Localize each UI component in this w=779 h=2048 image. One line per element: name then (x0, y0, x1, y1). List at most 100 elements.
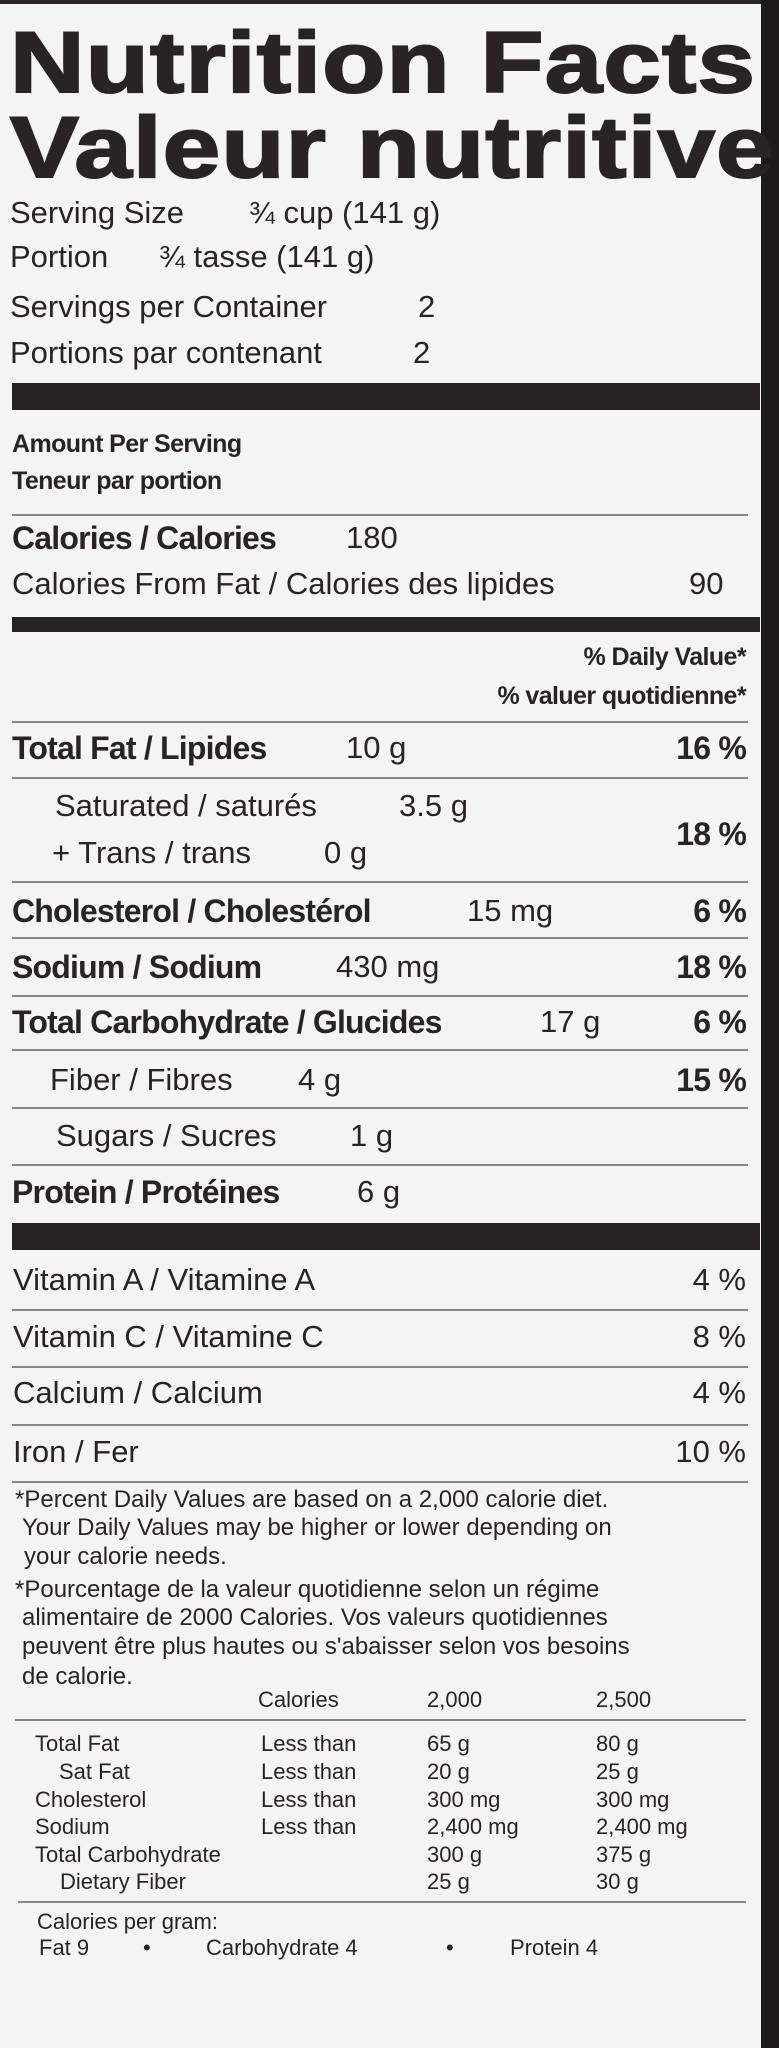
ref-row-qualifier: Less than (261, 1787, 357, 1812)
cholesterol-dv: 6 % (693, 893, 747, 929)
ref-row-2000: 25 g (427, 1869, 470, 1894)
sodium-amount: 430 mg (336, 949, 440, 984)
ref-row-2000: 300 mg (427, 1787, 501, 1812)
ref-header-2000: 2,000 (427, 1687, 483, 1712)
teneur-par-portion: Teneur par portion (12, 467, 222, 495)
saturated-fat-amount: 3.5 g (399, 788, 468, 823)
divider (12, 1366, 748, 1368)
fiber-label: Fiber / Fibres (50, 1062, 233, 1097)
ref-row-qualifier: Less than (261, 1759, 357, 1784)
servings-per-container-value: 2 (418, 289, 436, 324)
serving-size-value: ¾ cup (141 g) (249, 195, 441, 230)
footnote-en-line: *Percent Daily Values are based on a 2,0… (15, 1486, 609, 1513)
calcium-label: Calcium / Calcium (13, 1375, 263, 1410)
title-french: Valeur nutritive (9, 100, 775, 196)
divider (12, 1049, 748, 1051)
iron-dv: 10 % (675, 1434, 746, 1469)
footnote-en-line: your calorie needs. (24, 1543, 227, 1570)
calories-from-fat-value: 90 (689, 566, 724, 601)
ref-row-2000: 2,400 mg (427, 1814, 519, 1839)
fiber-amount: 4 g (298, 1062, 342, 1097)
saturated-fat-label: Saturated / saturés (55, 788, 317, 823)
label-right-border (761, 0, 779, 2048)
thick-divider (12, 383, 760, 410)
calories-label: Calories / Calories (12, 520, 277, 556)
portion-value: ¾ tasse (141 g) (159, 239, 375, 274)
daily-value-header-fr: % valuer quotidienne* (497, 682, 746, 710)
ref-row-2500: 80 g (596, 1731, 639, 1756)
carbohydrate-dv: 6 % (693, 1004, 747, 1040)
sugars-label: Sugars / Sucres (56, 1118, 277, 1153)
sodium-dv: 18 % (676, 949, 747, 985)
divider (12, 1107, 748, 1109)
divider (12, 995, 748, 997)
bullet-icon: • (143, 1935, 151, 1960)
ref-row-qualifier: Less than (261, 1731, 357, 1756)
ref-row-qualifier: Less than (261, 1814, 357, 1839)
ref-row-name: Sodium (35, 1814, 110, 1839)
iron-label: Iron / Fer (13, 1434, 139, 1469)
medium-divider (12, 617, 760, 632)
calories-per-gram-fat: Fat 9 (39, 1935, 90, 1960)
ref-row-2500: 25 g (596, 1759, 639, 1784)
footnote-fr-line: *Pourcentage de la valeur quotidienne se… (15, 1576, 600, 1603)
ref-row-2500: 2,400 mg (596, 1814, 688, 1839)
footnote-en-line: Your Daily Values may be higher or lower… (22, 1514, 612, 1541)
ref-header-calories: Calories (258, 1687, 339, 1712)
daily-value-header-en: % Daily Value* (583, 643, 746, 671)
portion-label: Portion (10, 239, 109, 274)
title-english: Nutrition Facts (9, 15, 757, 111)
total-fat-label: Total Fat / Lipides (12, 730, 267, 766)
sodium-label: Sodium / Sodium (12, 949, 262, 985)
divider (12, 721, 748, 723)
divider (12, 1164, 748, 1166)
ref-row-name: Dietary Fiber (60, 1869, 186, 1894)
bullet-icon: • (446, 1935, 454, 1960)
footnote-fr-line: peuvent être plus hautes ou s'abaisser s… (22, 1633, 630, 1660)
calcium-dv: 4 % (692, 1375, 746, 1410)
ref-row-name: Cholesterol (35, 1787, 147, 1812)
divider (12, 1481, 748, 1483)
carbohydrate-label: Total Carbohydrate / Glucides (12, 1004, 442, 1040)
calories-from-fat-label: Calories From Fat / Calories des lipides (12, 566, 555, 601)
protein-amount: 6 g (357, 1174, 401, 1209)
ref-row-2500: 300 mg (596, 1787, 670, 1812)
ref-row-2500: 30 g (596, 1869, 639, 1894)
ref-row-name: Sat Fat (59, 1759, 130, 1784)
footnote-fr-line: de calorie. (22, 1663, 133, 1690)
fiber-dv: 15 % (676, 1062, 747, 1098)
ref-row-2000: 20 g (427, 1759, 470, 1784)
ref-row-2000: 300 g (427, 1842, 483, 1867)
divider (18, 1901, 746, 1903)
total-fat-amount: 10 g (346, 730, 407, 765)
ref-row-name: Total Fat (35, 1731, 120, 1756)
calories-per-gram-protein: Protein 4 (510, 1935, 599, 1960)
calories-per-gram-carbohydrate: Carbohydrate 4 (206, 1935, 358, 1960)
servings-per-container-label: Servings per Container (10, 289, 328, 324)
calories-value: 180 (346, 520, 398, 555)
trans-fat-amount: 0 g (324, 835, 368, 870)
calories-per-gram-label: Calories per gram: (37, 1909, 218, 1934)
carbohydrate-amount: 17 g (540, 1004, 601, 1039)
ref-row-2000: 65 g (427, 1731, 470, 1756)
thick-divider (12, 1223, 760, 1250)
vitamin-a-label: Vitamin A / Vitamine A (13, 1262, 316, 1297)
total-fat-dv: 16 % (676, 730, 747, 766)
divider (12, 881, 748, 883)
vitamin-c-dv: 8 % (692, 1319, 746, 1354)
serving-size-label: Serving Size (10, 195, 185, 230)
portions-par-contenant-value: 2 (413, 335, 431, 370)
vitamin-c-label: Vitamin C / Vitamine C (13, 1319, 324, 1354)
divider (12, 1424, 748, 1426)
divider (12, 937, 748, 939)
ref-row-name: Total Carbohydrate (35, 1842, 221, 1867)
sat-trans-dv: 18 % (676, 816, 747, 852)
footnote-fr-line: alimentaire de 2000 Calories. Vos valeur… (22, 1604, 608, 1631)
divider (12, 1309, 748, 1311)
portions-par-contenant-label: Portions par contenant (10, 335, 322, 370)
amount-per-serving: Amount Per Serving (12, 430, 242, 458)
divider (12, 777, 748, 779)
trans-fat-label: + Trans / trans (52, 835, 252, 870)
label-top-border (0, 0, 779, 4)
cholesterol-label: Cholesterol / Cholestérol (12, 893, 372, 929)
